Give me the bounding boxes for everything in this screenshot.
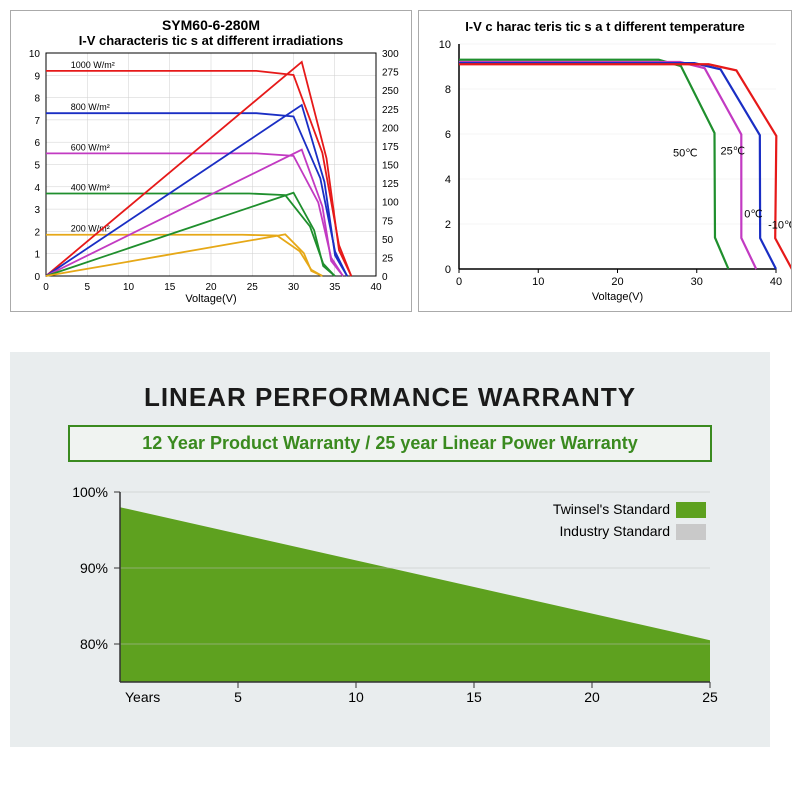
top-charts-row: SYM60-6-280M I-V characteris tic s at di…	[10, 10, 790, 312]
svg-text:800 W/m²: 800 W/m²	[71, 102, 110, 112]
svg-text:10: 10	[348, 689, 364, 705]
svg-text:Voltage(V): Voltage(V)	[592, 291, 643, 303]
svg-text:25: 25	[247, 282, 259, 293]
svg-text:9: 9	[34, 71, 40, 82]
svg-text:-10℃: -10℃	[768, 220, 791, 232]
svg-text:Twinsel's Standard: Twinsel's Standard	[553, 501, 670, 517]
warranty-title: LINEAR PERFORMANCE WARRANTY	[50, 382, 730, 413]
svg-text:25: 25	[702, 689, 718, 705]
svg-text:275: 275	[382, 68, 399, 79]
svg-text:200 W/m²: 200 W/m²	[71, 224, 110, 234]
svg-text:7: 7	[34, 116, 40, 127]
svg-text:300: 300	[382, 49, 399, 60]
svg-text:20: 20	[584, 689, 600, 705]
svg-text:600 W/m²: 600 W/m²	[71, 142, 110, 152]
chart-left-title: SYM60-6-280M	[11, 17, 411, 33]
svg-text:175: 175	[382, 142, 399, 153]
chart-right-svg: 0 2 4 6 8 10 0 10 20 30 40 Voltage(V) 50℃ 25℃ 0℃ -10℃	[419, 34, 791, 304]
warranty-chart-svg: 80% 90% 100% Years 5 10 15 20 25 Twinsel's Standa…	[50, 482, 730, 712]
svg-text:400 W/m²: 400 W/m²	[71, 182, 110, 192]
svg-text:6: 6	[445, 129, 451, 141]
svg-text:0: 0	[382, 272, 388, 283]
svg-text:Industry Standard: Industry Standard	[559, 523, 670, 539]
svg-text:10: 10	[123, 282, 135, 293]
svg-text:8: 8	[445, 84, 451, 96]
svg-text:25℃: 25℃	[721, 145, 746, 157]
chart-right-title: I-V c harac teris tic s a t different te…	[419, 19, 791, 34]
svg-text:5: 5	[84, 282, 90, 293]
svg-text:2: 2	[34, 227, 40, 238]
svg-text:5: 5	[34, 161, 40, 172]
svg-text:50: 50	[382, 235, 394, 246]
svg-text:0: 0	[43, 282, 49, 293]
svg-text:8: 8	[34, 94, 40, 105]
warranty-panel: LINEAR PERFORMANCE WARRANTY 12 Year Prod…	[10, 352, 770, 747]
chart-left-subtitle: I-V characteris tic s at different irrad…	[11, 33, 411, 48]
svg-text:Years: Years	[125, 689, 160, 705]
svg-text:40: 40	[370, 282, 382, 293]
svg-text:20: 20	[205, 282, 217, 293]
svg-text:80%: 80%	[80, 636, 108, 652]
svg-text:125: 125	[382, 179, 399, 190]
svg-text:0: 0	[456, 276, 462, 288]
svg-text:90%: 90%	[80, 560, 108, 576]
svg-text:15: 15	[466, 689, 482, 705]
svg-text:100%: 100%	[72, 484, 108, 500]
svg-text:75: 75	[382, 216, 394, 227]
svg-text:200: 200	[382, 123, 399, 134]
svg-text:225: 225	[382, 105, 399, 116]
svg-text:100: 100	[382, 198, 399, 209]
iv-irradiance-chart: SYM60-6-280M I-V characteris tic s at di…	[10, 10, 412, 312]
svg-text:25: 25	[382, 253, 394, 264]
svg-text:1: 1	[34, 250, 40, 261]
svg-text:20: 20	[611, 276, 623, 288]
svg-text:4: 4	[445, 174, 451, 186]
svg-text:150: 150	[382, 161, 399, 172]
svg-text:0℃: 0℃	[744, 208, 762, 220]
svg-text:30: 30	[288, 282, 300, 293]
svg-text:15: 15	[164, 282, 176, 293]
svg-text:Voltage(V): Voltage(V)	[185, 293, 236, 305]
svg-text:35: 35	[329, 282, 341, 293]
chart-left-svg: 0510152025303540012345678910025507510012…	[11, 48, 411, 306]
svg-text:10: 10	[29, 49, 41, 60]
svg-text:4: 4	[34, 183, 40, 194]
svg-text:10: 10	[532, 276, 544, 288]
svg-text:0: 0	[445, 264, 451, 276]
svg-text:6: 6	[34, 138, 40, 149]
svg-text:2: 2	[445, 219, 451, 231]
svg-text:40: 40	[770, 276, 782, 288]
svg-text:3: 3	[34, 205, 40, 216]
svg-text:50℃: 50℃	[673, 148, 698, 160]
svg-text:250: 250	[382, 86, 399, 97]
svg-text:5: 5	[234, 689, 242, 705]
svg-text:10: 10	[439, 39, 451, 51]
iv-temperature-chart: I-V c harac teris tic s a t different te…	[418, 10, 792, 312]
svg-text:0: 0	[34, 272, 40, 283]
svg-text:1000 W/m²: 1000 W/m²	[71, 60, 115, 70]
svg-text:30: 30	[691, 276, 703, 288]
warranty-subtitle: 12 Year Product Warranty / 25 year Linea…	[68, 425, 712, 462]
